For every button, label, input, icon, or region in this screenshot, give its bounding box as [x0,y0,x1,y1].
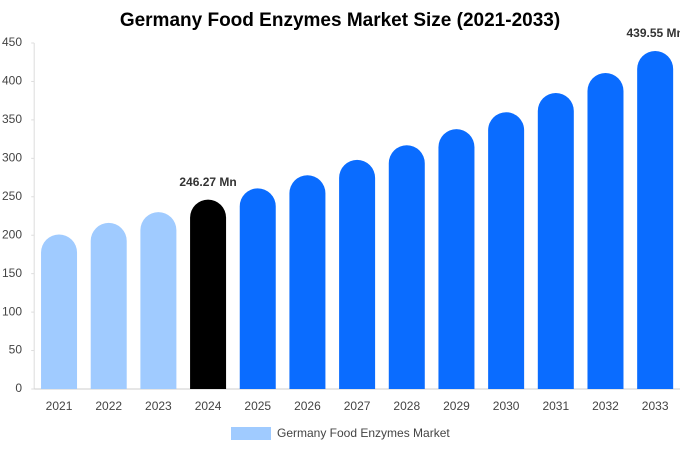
data-label: 246.27 Mn [179,175,236,189]
bar [339,159,376,389]
x-tick-label: 2030 [493,399,520,413]
bar [637,51,674,390]
bar [190,199,227,389]
x-tick-label: 2029 [443,399,470,413]
legend-swatch [231,427,271,440]
bar [90,222,127,389]
y-tick-label: 0 [15,381,22,395]
x-tick-label: 2023 [145,399,172,413]
y-tick-label: 450 [2,35,22,49]
x-tick-label: 2027 [344,399,371,413]
bar [239,188,276,389]
bar [438,129,475,390]
legend-label: Germany Food Enzymes Market [277,426,450,440]
data-label: 439.55 Mn [626,26,680,40]
x-tick-label: 2028 [393,399,420,413]
y-tick-label: 350 [2,112,22,126]
bar [587,72,624,389]
y-tick-label: 50 [9,343,23,357]
y-tick-label: 100 [2,304,22,318]
bar [488,112,525,389]
y-tick-label: 200 [2,227,22,241]
y-tick-label: 150 [2,266,22,280]
x-tick-label: 2024 [195,399,222,413]
bar [41,234,78,389]
x-tick-label: 2031 [542,399,569,413]
bar [289,175,326,389]
x-tick-label: 2022 [95,399,122,413]
bar [388,145,425,389]
bar [140,212,177,389]
y-tick-label: 300 [2,151,22,165]
x-tick-label: 2025 [244,399,271,413]
y-tick-label: 400 [2,74,22,88]
x-tick-label: 2021 [46,399,73,413]
x-tick-label: 2026 [294,399,321,413]
bar [537,92,574,389]
chart-title: Germany Food Enzymes Market Size (2021-2… [120,10,560,31]
x-tick-label: 2033 [642,399,669,413]
y-tick-label: 250 [2,189,22,203]
x-tick-label: 2032 [592,399,619,413]
